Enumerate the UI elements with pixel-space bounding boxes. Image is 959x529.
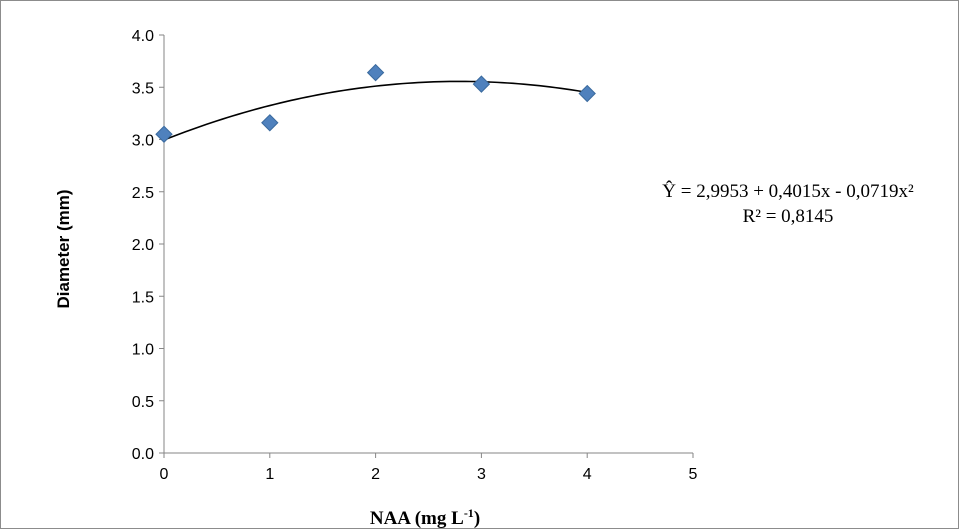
y-tick-label: 2.0 xyxy=(132,237,154,254)
trendline xyxy=(163,80,588,141)
y-tick-label: 0.5 xyxy=(132,394,154,411)
x-tick-label: 1 xyxy=(265,466,274,483)
data-point-marker xyxy=(155,125,173,143)
r-squared-label: R² = 0,8145 xyxy=(743,206,834,227)
y-tick-label: 1.5 xyxy=(132,289,154,306)
data-points xyxy=(155,63,596,143)
data-point-marker xyxy=(366,63,385,82)
y-tick-label: 0.0 xyxy=(132,446,154,463)
x-tick-label: 5 xyxy=(689,466,698,483)
y-tick-label: 3.0 xyxy=(132,133,154,150)
x-axis-ticks: 0 1 2 3 4 5 xyxy=(160,453,698,483)
x-tick-label: 2 xyxy=(371,466,380,483)
y-tick-label: 1.0 xyxy=(132,342,154,359)
y-tick-label: 4.0 xyxy=(132,28,154,45)
x-tick-label: 3 xyxy=(477,466,486,483)
data-point-marker xyxy=(261,114,279,132)
y-tick-label: 2.5 xyxy=(132,185,154,202)
x-axis-label: NAA (mg L-1) xyxy=(370,506,480,528)
y-axis-ticks: 0.0 0.5 1.0 1.5 2.0 2.5 3.0 3.5 4.0 xyxy=(132,28,164,463)
data-point-marker xyxy=(472,75,491,93)
y-axis-label: Diameter (mm) xyxy=(54,189,73,308)
x-tick-label: 4 xyxy=(583,466,592,483)
y-tick-label: 3.5 xyxy=(132,80,154,97)
regression-equation: Ŷ = 2,9953 + 0,4015x - 0,0719x² xyxy=(662,180,914,202)
data-point-marker xyxy=(578,84,596,103)
x-tick-label: 0 xyxy=(160,466,169,483)
